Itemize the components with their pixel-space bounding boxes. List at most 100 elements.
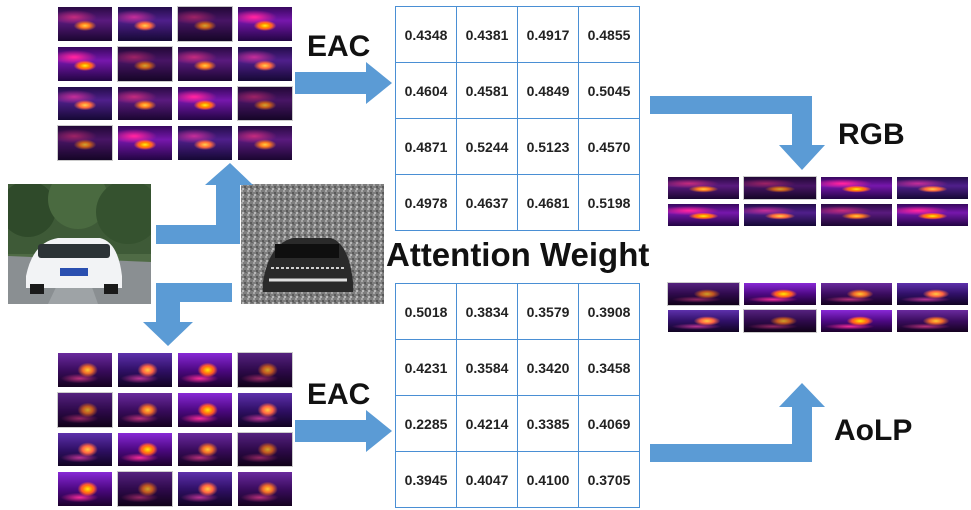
matrix-cell: 0.4978 [395,174,457,231]
matrix-cell: 0.3945 [395,451,457,508]
matrix-cell: 0.5123 [517,118,579,175]
matrix-cell: 0.3579 [517,283,579,340]
feature-map [237,352,293,388]
feature-map [177,125,233,161]
rgb-label: RGB [838,118,905,151]
feature-map [117,391,173,428]
arrow-eac-top [295,62,392,104]
matrix-cell: 0.4604 [395,62,457,119]
feature-map [177,391,233,428]
attention-matrix-aolp: 0.5018 0.3834 0.3579 0.3908 0.4231 0.3584 0.3… [395,283,640,508]
feature-map [57,85,113,122]
fused-feature-maps-aolp [667,282,969,386]
matrix-cell: 0.3458 [578,339,640,396]
matrix-cell: 0.4214 [456,395,518,452]
feature-map [57,391,113,428]
aolp-input-image [241,184,384,304]
eac-bottom-label: EAC [307,378,371,411]
matrix-cell: 0.3834 [456,283,518,340]
feature-map [819,202,893,227]
feature-map [237,471,293,507]
matrix-cell: 0.5198 [578,174,640,231]
matrix-cell: 0.3385 [517,395,579,452]
feature-map [117,45,173,82]
matrix-cell: 0.3908 [578,283,640,340]
attention-weight-label: Attention Weight [386,236,650,273]
matrix-cell: 0.5244 [456,118,518,175]
feature-map [237,391,293,428]
feature-map [117,125,173,161]
matrix-cell: 0.4570 [578,118,640,175]
matrix-cell: 0.4348 [395,6,457,63]
feature-map [819,308,893,333]
arrow-aolp-to-eac-bottom [143,283,232,346]
feature-map [177,431,233,468]
matrix-cell: 0.5018 [395,283,457,340]
arrow-rgb-to-output [650,96,825,170]
matrix-cell: 0.4381 [456,6,518,63]
matrix-cell: 0.4047 [456,451,518,508]
feature-map [667,176,741,200]
matrix-cell: 0.4917 [517,6,579,63]
feature-map [57,352,113,388]
feature-map [177,471,233,507]
feature-map [57,431,113,468]
feature-map [895,202,969,227]
eac-top-label: EAC [307,30,371,63]
arrow-rgb-to-eac-top [156,163,253,244]
feature-map [743,308,817,333]
feature-map [177,45,233,82]
matrix-cell: 0.4849 [517,62,579,119]
rgb-feature-maps-top [57,6,293,161]
feature-map [895,308,969,333]
aolp-label: AoLP [834,414,913,447]
feature-map [237,125,293,161]
feature-map [743,202,817,227]
feature-map [57,6,113,42]
feature-map [237,431,293,468]
feature-map [57,45,113,82]
feature-map [57,125,113,161]
feature-map [177,352,233,388]
fused-feature-maps-rgb [667,176,969,280]
feature-map [117,352,173,388]
matrix-cell: 0.4069 [578,395,640,452]
feature-map [895,176,969,200]
feature-map [177,6,233,42]
feature-map [743,176,817,200]
arrow-aolp-to-output [650,383,825,462]
matrix-cell: 0.3420 [517,339,579,396]
feature-map [237,6,293,42]
feature-map [57,471,113,507]
feature-map [117,431,173,468]
feature-map [177,85,233,122]
matrix-cell: 0.4231 [395,339,457,396]
feature-map [819,282,893,306]
feature-map [237,85,293,122]
aolp-feature-maps-bottom [57,352,293,507]
arrow-eac-bottom [295,410,392,452]
feature-map [237,45,293,82]
rgb-input-image [8,184,151,304]
attention-matrix-rgb: 0.4348 0.4381 0.4917 0.4855 0.4604 0.4581 0.4… [395,6,640,231]
feature-map [117,471,173,507]
feature-map [667,202,741,227]
matrix-cell: 0.5045 [578,62,640,119]
feature-map [743,282,817,306]
feature-map [819,176,893,200]
matrix-cell: 0.4637 [456,174,518,231]
matrix-cell: 0.4681 [517,174,579,231]
matrix-cell: 0.3584 [456,339,518,396]
feature-map [667,308,741,333]
matrix-cell: 0.2285 [395,395,457,452]
feature-map [667,282,741,306]
feature-map [117,85,173,122]
feature-map [895,282,969,306]
matrix-cell: 0.3705 [578,451,640,508]
matrix-cell: 0.4581 [456,62,518,119]
matrix-cell: 0.4100 [517,451,579,508]
matrix-cell: 0.4871 [395,118,457,175]
feature-map [117,6,173,42]
matrix-cell: 0.4855 [578,6,640,63]
